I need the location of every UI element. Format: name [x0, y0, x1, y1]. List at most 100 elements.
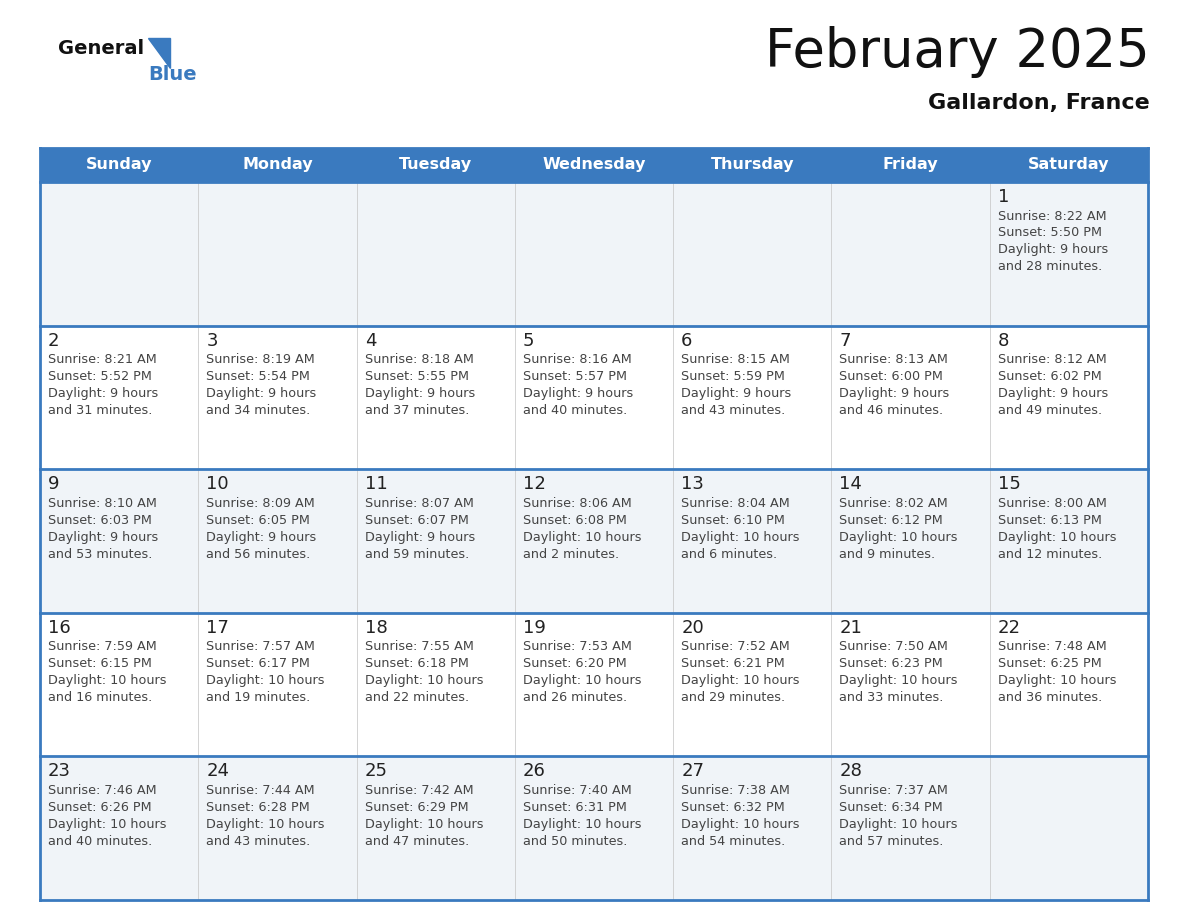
Text: 7: 7 — [840, 331, 851, 350]
Text: Daylight: 10 hours: Daylight: 10 hours — [523, 531, 642, 543]
Text: 10: 10 — [207, 476, 229, 493]
Text: and 49 minutes.: and 49 minutes. — [998, 404, 1101, 417]
Text: General: General — [58, 39, 144, 58]
Text: Sunset: 6:29 PM: Sunset: 6:29 PM — [365, 800, 468, 814]
Text: Sunrise: 7:59 AM: Sunrise: 7:59 AM — [48, 640, 157, 654]
Text: 4: 4 — [365, 331, 377, 350]
Text: 22: 22 — [998, 619, 1020, 637]
Text: and 43 minutes.: and 43 minutes. — [681, 404, 785, 417]
Text: Thursday: Thursday — [710, 158, 794, 173]
Text: Sunset: 6:21 PM: Sunset: 6:21 PM — [681, 657, 785, 670]
Text: and 16 minutes.: and 16 minutes. — [48, 691, 152, 704]
Text: 26: 26 — [523, 763, 545, 780]
Text: and 6 minutes.: and 6 minutes. — [681, 548, 777, 561]
Text: Daylight: 10 hours: Daylight: 10 hours — [207, 818, 324, 831]
Bar — [832, 469, 990, 613]
Text: 28: 28 — [840, 763, 862, 780]
Bar — [990, 326, 1148, 469]
Text: 3: 3 — [207, 331, 217, 350]
Text: Sunrise: 7:52 AM: Sunrise: 7:52 AM — [681, 640, 790, 654]
Text: 2: 2 — [48, 331, 59, 350]
Text: Sunset: 6:00 PM: Sunset: 6:00 PM — [840, 370, 943, 383]
Text: Sunset: 5:50 PM: Sunset: 5:50 PM — [998, 227, 1101, 240]
Text: and 36 minutes.: and 36 minutes. — [998, 691, 1102, 704]
Text: and 43 minutes.: and 43 minutes. — [207, 834, 310, 848]
Text: Daylight: 9 hours: Daylight: 9 hours — [365, 387, 475, 400]
Text: 1: 1 — [998, 188, 1009, 206]
Bar — [990, 756, 1148, 900]
Text: Sunset: 6:20 PM: Sunset: 6:20 PM — [523, 657, 626, 670]
Text: 16: 16 — [48, 619, 71, 637]
Text: and 40 minutes.: and 40 minutes. — [523, 404, 627, 417]
Text: Sunset: 6:26 PM: Sunset: 6:26 PM — [48, 800, 152, 814]
Bar — [674, 326, 832, 469]
Bar — [40, 148, 1148, 182]
Text: Sunset: 6:07 PM: Sunset: 6:07 PM — [365, 514, 468, 527]
Text: Daylight: 10 hours: Daylight: 10 hours — [840, 818, 958, 831]
Text: Sunset: 5:55 PM: Sunset: 5:55 PM — [365, 370, 468, 383]
Text: 17: 17 — [207, 619, 229, 637]
Text: 20: 20 — [681, 619, 704, 637]
Text: Daylight: 9 hours: Daylight: 9 hours — [998, 243, 1108, 256]
Text: Sunrise: 8:16 AM: Sunrise: 8:16 AM — [523, 353, 632, 366]
Text: Sunrise: 8:15 AM: Sunrise: 8:15 AM — [681, 353, 790, 366]
Text: Daylight: 9 hours: Daylight: 9 hours — [207, 387, 316, 400]
Bar — [356, 182, 514, 326]
Text: Sunrise: 8:10 AM: Sunrise: 8:10 AM — [48, 497, 157, 509]
Text: Saturday: Saturday — [1028, 158, 1110, 173]
Text: and 22 minutes.: and 22 minutes. — [365, 691, 469, 704]
Text: 14: 14 — [840, 476, 862, 493]
Text: 13: 13 — [681, 476, 704, 493]
Text: Monday: Monday — [242, 158, 312, 173]
Text: Sunset: 5:59 PM: Sunset: 5:59 PM — [681, 370, 785, 383]
Text: Sunset: 6:13 PM: Sunset: 6:13 PM — [998, 514, 1101, 527]
Text: Friday: Friday — [883, 158, 939, 173]
Text: Sunrise: 7:44 AM: Sunrise: 7:44 AM — [207, 784, 315, 797]
Text: Daylight: 10 hours: Daylight: 10 hours — [998, 531, 1117, 543]
Polygon shape — [148, 38, 170, 68]
Text: and 54 minutes.: and 54 minutes. — [681, 834, 785, 848]
Text: Sunrise: 8:09 AM: Sunrise: 8:09 AM — [207, 497, 315, 509]
Text: 27: 27 — [681, 763, 704, 780]
Text: 5: 5 — [523, 331, 535, 350]
Text: Sunset: 6:12 PM: Sunset: 6:12 PM — [840, 514, 943, 527]
Bar — [832, 756, 990, 900]
Text: Daylight: 9 hours: Daylight: 9 hours — [365, 531, 475, 543]
Text: 8: 8 — [998, 331, 1009, 350]
Text: Daylight: 10 hours: Daylight: 10 hours — [840, 675, 958, 688]
Bar — [198, 182, 356, 326]
Text: and 33 minutes.: and 33 minutes. — [840, 691, 943, 704]
Text: Daylight: 10 hours: Daylight: 10 hours — [48, 675, 166, 688]
Text: and 29 minutes.: and 29 minutes. — [681, 691, 785, 704]
Text: Sunset: 6:03 PM: Sunset: 6:03 PM — [48, 514, 152, 527]
Bar — [40, 182, 198, 326]
Text: Daylight: 9 hours: Daylight: 9 hours — [998, 387, 1108, 400]
Bar — [40, 613, 198, 756]
Text: Daylight: 9 hours: Daylight: 9 hours — [681, 387, 791, 400]
Text: 25: 25 — [365, 763, 387, 780]
Text: Blue: Blue — [148, 64, 197, 84]
Text: Daylight: 10 hours: Daylight: 10 hours — [840, 531, 958, 543]
Text: Sunset: 6:15 PM: Sunset: 6:15 PM — [48, 657, 152, 670]
Text: Sunset: 6:08 PM: Sunset: 6:08 PM — [523, 514, 627, 527]
Text: Daylight: 10 hours: Daylight: 10 hours — [998, 675, 1117, 688]
Text: Sunset: 5:54 PM: Sunset: 5:54 PM — [207, 370, 310, 383]
Bar — [832, 613, 990, 756]
Text: and 53 minutes.: and 53 minutes. — [48, 548, 152, 561]
Text: Sunrise: 7:37 AM: Sunrise: 7:37 AM — [840, 784, 948, 797]
Text: Daylight: 9 hours: Daylight: 9 hours — [48, 387, 158, 400]
Text: Sunrise: 8:19 AM: Sunrise: 8:19 AM — [207, 353, 315, 366]
Text: Sunday: Sunday — [86, 158, 152, 173]
Text: and 47 minutes.: and 47 minutes. — [365, 834, 469, 848]
Bar — [40, 756, 198, 900]
Bar — [198, 613, 356, 756]
Bar — [356, 756, 514, 900]
Text: Sunset: 6:18 PM: Sunset: 6:18 PM — [365, 657, 468, 670]
Text: and 46 minutes.: and 46 minutes. — [840, 404, 943, 417]
Text: and 9 minutes.: and 9 minutes. — [840, 548, 936, 561]
Text: and 12 minutes.: and 12 minutes. — [998, 548, 1102, 561]
Text: February 2025: February 2025 — [765, 26, 1150, 78]
Bar — [356, 469, 514, 613]
Bar — [990, 613, 1148, 756]
Text: 21: 21 — [840, 619, 862, 637]
